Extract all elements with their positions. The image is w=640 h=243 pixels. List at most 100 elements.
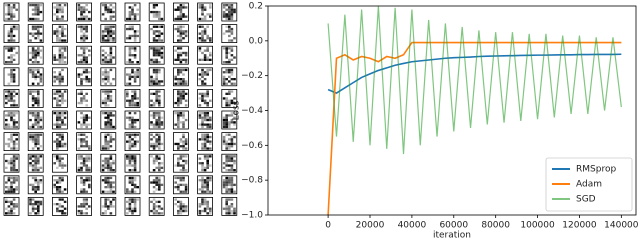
digit-image bbox=[27, 175, 44, 195]
digit-pixel bbox=[56, 112, 59, 115]
digit-pixel bbox=[85, 37, 88, 40]
digit-pixel bbox=[225, 92, 228, 95]
digit-pixel bbox=[201, 121, 204, 124]
digit-pixel bbox=[206, 190, 209, 193]
digit-pixel bbox=[10, 6, 13, 9]
digit-pixel bbox=[177, 209, 180, 213]
digit-pixel bbox=[158, 176, 161, 180]
digit-pixel bbox=[104, 73, 107, 76]
digit-pixel bbox=[56, 37, 59, 40]
digit-pixel bbox=[174, 58, 177, 61]
digit-pixel bbox=[152, 145, 156, 148]
digit-pixel bbox=[203, 49, 207, 52]
digit-pixel bbox=[85, 34, 88, 38]
digit-pixel bbox=[56, 92, 59, 95]
digit-pixel bbox=[107, 6, 110, 9]
digit-pixel bbox=[174, 17, 177, 21]
digit-pixel bbox=[233, 135, 236, 139]
digit-image bbox=[52, 24, 68, 44]
digit-pixel bbox=[222, 97, 226, 100]
digit-pixel bbox=[31, 99, 35, 102]
digit-pixel bbox=[182, 92, 185, 95]
x-tick-label: 40000 bbox=[398, 221, 427, 231]
digit-pixel bbox=[222, 181, 226, 184]
digit-pixel bbox=[61, 118, 64, 122]
digit-pixel bbox=[158, 37, 161, 40]
digit-pixel bbox=[85, 27, 88, 31]
digit-pixel bbox=[228, 6, 231, 9]
digit-pixel bbox=[85, 17, 88, 21]
digit-pixel bbox=[10, 114, 13, 117]
digit-pixel bbox=[80, 142, 83, 146]
line-series bbox=[327, 53, 622, 94]
digit-pixel bbox=[177, 205, 180, 208]
digit-pixel bbox=[101, 166, 105, 169]
digit-pixel bbox=[107, 116, 110, 119]
digit-pixel bbox=[177, 142, 180, 146]
digit-pixel bbox=[85, 4, 88, 7]
digit-pixel bbox=[201, 183, 204, 186]
digit-pixel bbox=[179, 68, 183, 72]
digit-pixel bbox=[85, 8, 88, 11]
digit-pixel bbox=[198, 112, 202, 115]
digit-pixel bbox=[82, 179, 86, 182]
digit-pixel bbox=[133, 203, 137, 206]
digit-pixel bbox=[128, 54, 132, 57]
digit-pixel bbox=[37, 162, 40, 165]
digit-pixel bbox=[109, 135, 113, 139]
digit-pixel bbox=[203, 116, 207, 119]
digit-pixel bbox=[85, 198, 88, 201]
digit-pixel bbox=[39, 4, 43, 7]
digit-pixel bbox=[85, 157, 88, 160]
digit-pixel bbox=[184, 186, 188, 189]
digit-pixel bbox=[107, 118, 110, 122]
digit-pixel bbox=[77, 138, 81, 141]
digit-pixel bbox=[155, 155, 158, 158]
digit-pixel bbox=[80, 90, 83, 93]
digit-pixel bbox=[184, 32, 188, 35]
digit-pixel bbox=[29, 92, 32, 95]
digit-pixel bbox=[225, 121, 228, 124]
digit-pixel bbox=[31, 95, 35, 98]
digit-pixel bbox=[63, 90, 67, 93]
digit-pixel bbox=[77, 169, 81, 172]
digit-pixel bbox=[109, 4, 113, 7]
digit-pixel bbox=[61, 25, 64, 28]
digit-image bbox=[197, 24, 214, 44]
digit-pixel bbox=[80, 99, 83, 102]
digit-pixel bbox=[10, 71, 13, 74]
digit-pixel bbox=[133, 47, 137, 50]
digit-pixel bbox=[228, 179, 231, 182]
digit-pixel bbox=[174, 198, 177, 201]
digit-pixel bbox=[179, 169, 183, 172]
digit-pixel bbox=[88, 123, 91, 126]
digit-pixel bbox=[160, 207, 164, 210]
digit-pixel bbox=[82, 203, 86, 206]
digit-pixel bbox=[126, 133, 129, 136]
digit-pixel bbox=[109, 54, 113, 57]
digit-pixel bbox=[131, 179, 134, 182]
digit-pixel bbox=[126, 73, 129, 76]
digit-pixel bbox=[126, 157, 129, 160]
digit-pixel bbox=[222, 82, 226, 85]
digit-pixel bbox=[222, 125, 226, 129]
digit-pixel bbox=[136, 104, 139, 107]
digit-pixel bbox=[12, 80, 16, 83]
digit-pixel bbox=[133, 166, 137, 169]
digit-pixel bbox=[56, 99, 59, 102]
digit-pixel bbox=[107, 97, 110, 100]
digit-pixel bbox=[56, 138, 59, 141]
digit-pixel bbox=[31, 114, 35, 117]
digit-pixel bbox=[85, 104, 88, 107]
digit-image bbox=[3, 89, 20, 108]
digit-pixel bbox=[158, 145, 161, 148]
digit-pixel bbox=[63, 56, 67, 59]
digit-pixel bbox=[63, 27, 67, 31]
digit-pixel bbox=[31, 90, 35, 93]
digit-pixel bbox=[85, 58, 88, 61]
digit-pixel bbox=[203, 203, 207, 206]
digit-pixel bbox=[10, 15, 13, 18]
digit-pixel bbox=[233, 123, 236, 126]
digit-pixel bbox=[133, 198, 137, 201]
digit-pixel bbox=[61, 176, 64, 180]
